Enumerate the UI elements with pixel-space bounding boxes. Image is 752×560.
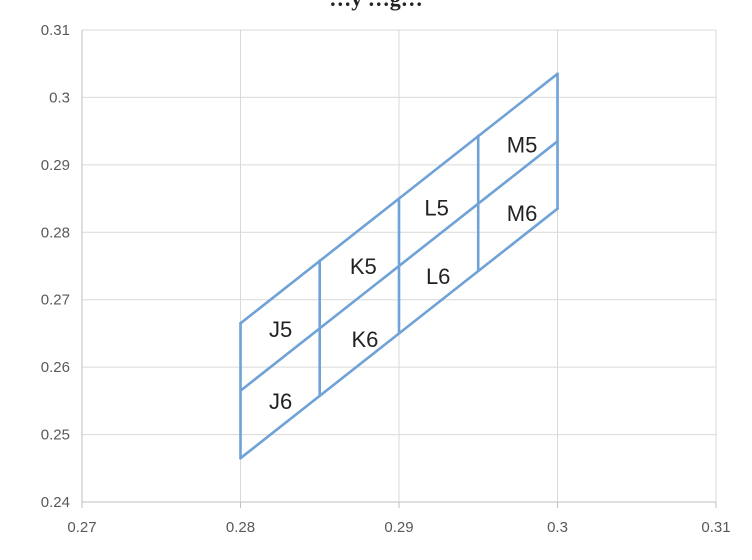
- chart-title: …y …g…: [329, 0, 423, 11]
- cell-label: M5: [507, 133, 538, 158]
- cell-label: L6: [426, 264, 450, 289]
- y-tick-label: 0.29: [41, 157, 70, 174]
- y-tick-label: 0.31: [41, 22, 70, 39]
- cell-label: M6: [507, 201, 538, 226]
- cell-labels: J5 J6 K5 K6 L5 L6 M5 M6: [269, 133, 537, 414]
- y-tick-label: 0.27: [41, 292, 70, 309]
- cell-label: J5: [269, 317, 292, 342]
- x-tick-label: 0.3: [547, 519, 568, 536]
- series-lines: [239, 72, 559, 460]
- y-tick-label: 0.26: [41, 359, 70, 376]
- tick-labels: 0.24 0.25 0.26 0.27 0.28 0.29 0.3 0.31 0.27 0.28 0…: [41, 22, 731, 536]
- y-tick-label: 0.3: [49, 89, 70, 106]
- y-tick-label: 0.28: [41, 224, 70, 241]
- cell-label: K5: [350, 254, 377, 279]
- x-tick-label: 0.28: [226, 519, 255, 536]
- x-tick-label: 0.27: [67, 519, 96, 536]
- x-tick-label: 0.31: [701, 519, 730, 536]
- y-tick-label: 0.25: [41, 427, 70, 444]
- y-tick-label: 0.24: [41, 494, 70, 511]
- grid: [81, 29, 717, 508]
- cell-label: L5: [424, 195, 448, 220]
- x-tick-label: 0.29: [384, 519, 413, 536]
- cell-label: J6: [269, 389, 292, 414]
- cell-label: K6: [351, 327, 378, 352]
